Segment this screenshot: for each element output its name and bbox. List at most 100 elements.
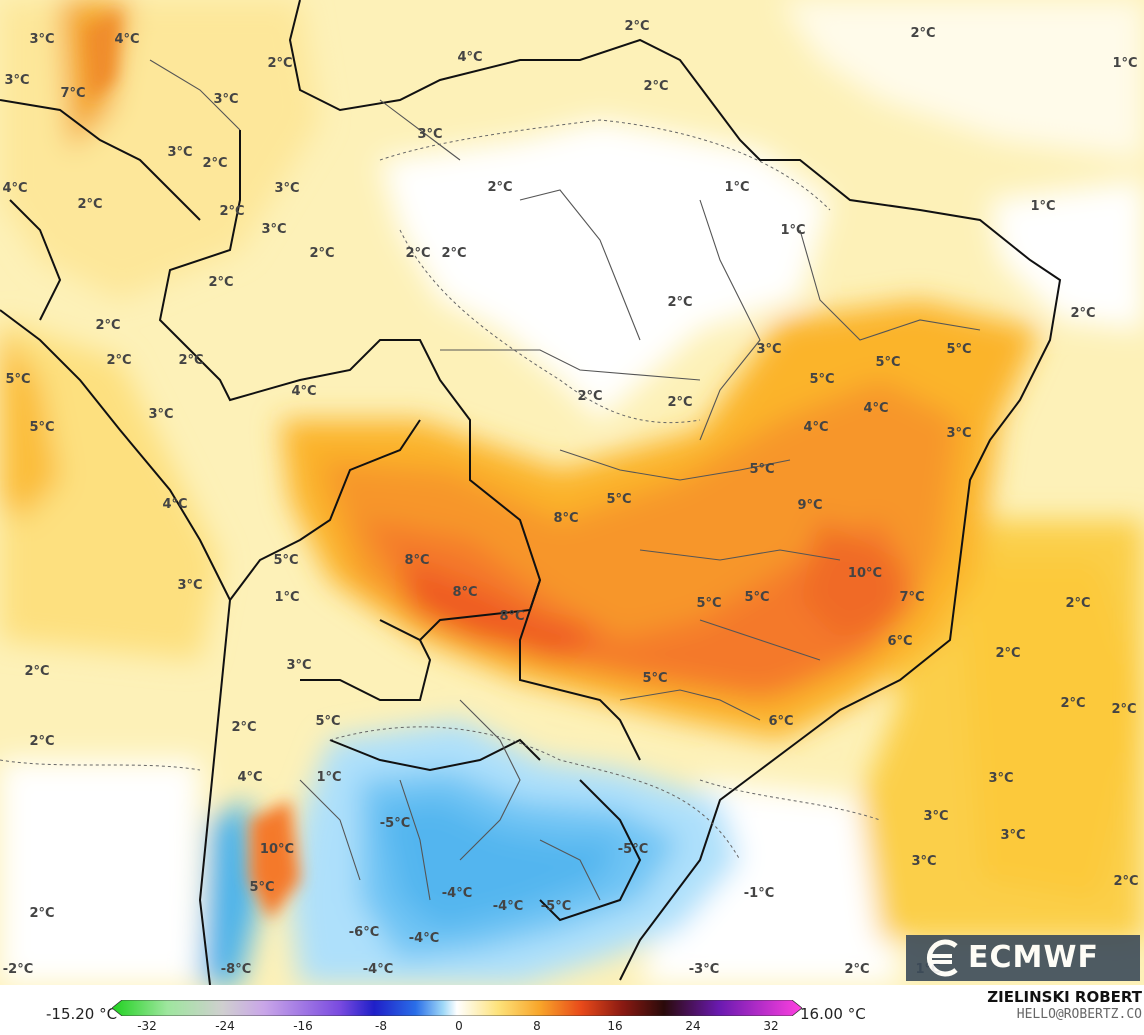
temperature-label: 5°C [315,714,340,729]
temperature-label: 5°C [696,596,721,611]
temperature-label: 7°C [60,86,85,101]
temperature-label: 1°C [1112,56,1137,71]
temperature-label: 3°C [177,578,202,593]
temperature-label: 3°C [274,181,299,196]
temperature-label: 5°C [29,420,54,435]
temperature-label: 9°C [797,498,822,513]
colorbar-max-label: 16.00 °C [800,1005,866,1023]
temperature-label: 4°C [457,50,482,65]
temperature-label: 5°C [5,372,30,387]
temperature-label: 3°C [4,73,29,88]
temperature-label: -3°C [689,962,719,977]
temperature-label: 5°C [749,462,774,477]
temperature-label: 1°C [1030,199,1055,214]
temperature-label: 5°C [606,492,631,507]
temperature-label: 3°C [167,145,192,160]
temperature-label: 3°C [756,342,781,357]
temperature-anomaly-map: 3°C 4°C 3°C 7°C 2°C 3°C 4°C 2°C 2°C 2°C 1°C 3°C 2°C 3… [0,0,1144,985]
temperature-label: 5°C [875,355,900,370]
temperature-label: 3°C [261,222,286,237]
temperature-label: 10°C [260,842,294,857]
country-borders [0,0,1062,985]
temperature-label: 3°C [148,407,173,422]
temperature-label: 2°C [487,180,512,195]
temperature-label: 5°C [249,880,274,895]
author-credit: ZIELINSKI ROBERT [987,988,1142,1006]
temperature-label: 3°C [1000,828,1025,843]
colorbar-tick-label: 8 [533,1019,541,1033]
temperature-label: 2°C [77,197,102,212]
temperature-label: -2°C [3,962,33,977]
colorbar-tick-label: 0 [455,1019,463,1033]
temperature-labels: 3°C 4°C 3°C 7°C 2°C 3°C 4°C 2°C 2°C 2°C 1°C 3°C 2°C 3… [2,19,1138,977]
temperature-label: 1°C [274,590,299,605]
temperature-label: 3°C [213,92,238,107]
temperature-label: 4°C [863,401,888,416]
temperature-label: 5°C [642,671,667,686]
temperature-label: 7°C [899,590,924,605]
temperature-label: 2°C [667,395,692,410]
colorbar-tick-label: -24 [215,1019,235,1033]
temperature-label: -4°C [409,931,439,946]
temperature-label: 2°C [24,664,49,679]
author-email[interactable]: HELLO@ROBERTZ.CO [1016,1007,1142,1022]
temperature-label: 2°C [29,906,54,921]
temperature-label: 4°C [291,384,316,399]
temperature-label: 4°C [237,770,262,785]
temperature-label: 2°C [267,56,292,71]
temperature-label: 2°C [29,734,54,749]
temperature-label: 5°C [273,553,298,568]
temperature-label: -6°C [349,925,379,940]
temperature-label: 3°C [923,809,948,824]
temperature-label: 2°C [178,353,203,368]
temperature-label: 3°C [911,854,936,869]
temperature-label: -4°C [363,962,393,977]
temperature-label: 2°C [844,962,869,977]
temperature-label: 2°C [643,79,668,94]
ecmwf-logo: ECMWF [906,935,1140,981]
footer: -15.20 °C -32 -24 -16 [0,985,1144,1035]
temperature-label: 2°C [1113,874,1138,889]
temperature-label: 2°C [995,646,1020,661]
temperature-label: 2°C [1070,306,1095,321]
temperature-label: 6°C [768,714,793,729]
temperature-label: 8°C [452,585,477,600]
colorbar-tick-label: -32 [137,1019,157,1033]
state-borders [149,59,981,901]
temperature-label: 2°C [910,26,935,41]
temperature-label: 2°C [667,295,692,310]
temperature-label: 2°C [1065,596,1090,611]
temperature-label: 2°C [106,353,131,368]
temperature-label: -5°C [618,842,648,857]
temperature-label: 8°C [553,511,578,526]
temperature-label: 4°C [114,32,139,47]
colorbar-tick-label: 16 [607,1019,623,1033]
temperature-label: 2°C [577,389,602,404]
temperature-label: 2°C [208,275,233,290]
temperature-label: 1°C [780,223,805,238]
colorbar [112,1000,802,1016]
zero-contours [0,119,881,861]
colorbar-tick-label: 24 [685,1019,701,1033]
temperature-label: -5°C [541,899,571,914]
temperature-label: -4°C [442,886,472,901]
temperature-label: -5°C [380,816,410,831]
temperature-label: 2°C [405,246,430,261]
temperature-label: 3°C [417,127,442,142]
temperature-label: 2°C [202,156,227,171]
temperature-label: 4°C [803,420,828,435]
temperature-label: 2°C [441,246,466,261]
temperature-label: 4°C [162,497,187,512]
temperature-label: 1°C [724,180,749,195]
temperature-label: 3°C [29,32,54,47]
ecmwf-logo-mark-icon [926,939,958,977]
temperature-label: 5°C [946,342,971,357]
temperature-label: 3°C [988,771,1013,786]
temperature-label: 2°C [624,19,649,34]
anomaly-field [0,0,1144,985]
colorbar-tick-label: -16 [293,1019,313,1033]
temperature-label: 6°C [887,634,912,649]
temperature-label: 2°C [219,204,244,219]
temperature-label: 8°C [404,553,429,568]
colorbar-tick-label: 32 [763,1019,779,1033]
